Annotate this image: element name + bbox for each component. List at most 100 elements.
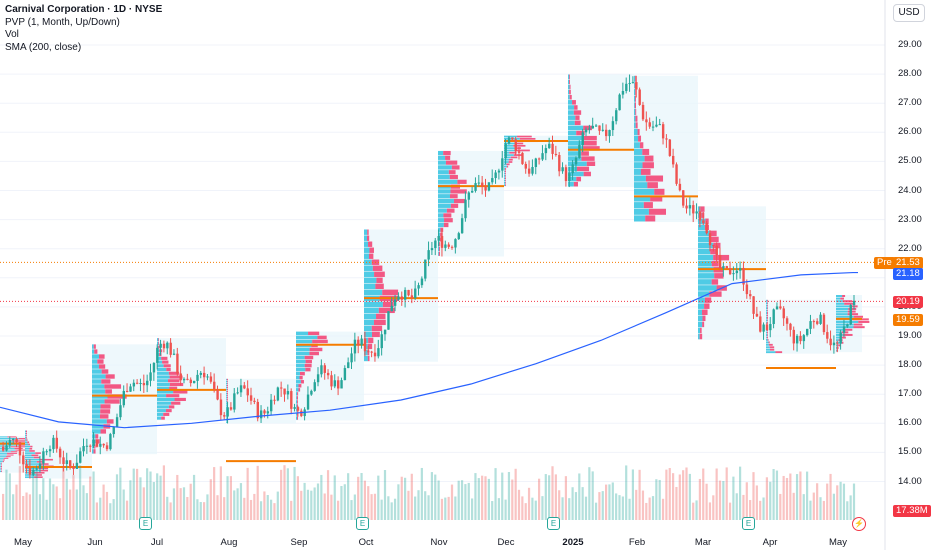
profile-bar-down bbox=[168, 405, 175, 409]
profile-bar-down bbox=[583, 125, 593, 131]
profile-bar-down bbox=[574, 120, 581, 126]
candle-body bbox=[206, 376, 209, 378]
profile-bar-down bbox=[450, 203, 459, 208]
profile-bar-up bbox=[438, 222, 444, 228]
profile-bar-down bbox=[453, 198, 466, 204]
volume-bar bbox=[293, 466, 296, 520]
earnings-icon[interactable]: E bbox=[139, 517, 152, 530]
volume-bar bbox=[638, 469, 641, 520]
profile-bar-up bbox=[226, 417, 227, 419]
volume-bar bbox=[176, 474, 179, 520]
profile-bar-down bbox=[569, 79, 570, 85]
volume-bar bbox=[333, 475, 336, 520]
candle-body bbox=[440, 236, 444, 248]
volume-bar bbox=[370, 494, 373, 520]
candle-body bbox=[122, 390, 125, 406]
price-tick-label: 27.00 bbox=[898, 97, 922, 109]
volume-bar bbox=[42, 478, 45, 520]
volume-bar bbox=[471, 498, 474, 520]
volume-bar bbox=[645, 502, 648, 520]
candle-body bbox=[725, 266, 728, 269]
candle-body bbox=[574, 157, 578, 165]
candle-body bbox=[578, 144, 581, 158]
volume-bar bbox=[785, 477, 789, 520]
profile-bar-down bbox=[448, 170, 456, 175]
symbol-title[interactable]: Carnival Corporation · 1D · NYSE bbox=[5, 4, 163, 15]
volume-bar bbox=[548, 475, 551, 520]
volume-value-tag: 17.38M bbox=[893, 505, 931, 517]
lightning-icon[interactable]: ⚡ bbox=[852, 517, 866, 531]
volume-bar bbox=[125, 500, 129, 520]
volume-bar bbox=[759, 500, 762, 520]
profile-bar-up bbox=[226, 384, 227, 387]
volume-bar bbox=[541, 496, 544, 520]
candle-body bbox=[668, 139, 672, 156]
candle-body bbox=[226, 407, 229, 417]
volume-bar bbox=[752, 472, 755, 520]
profile-bar-down bbox=[509, 151, 517, 154]
candle-body bbox=[95, 439, 99, 447]
volume-bar bbox=[464, 484, 467, 520]
profile-bar-down bbox=[373, 319, 386, 326]
profile-bar-up bbox=[364, 289, 383, 296]
volume-bar bbox=[792, 492, 795, 520]
profile-bar-up bbox=[438, 208, 447, 213]
profile-bar-up bbox=[634, 95, 636, 102]
candle-body bbox=[822, 314, 826, 333]
profile-bar-up bbox=[438, 198, 454, 204]
profile-bar-up bbox=[766, 343, 769, 346]
profile-bar-down bbox=[101, 369, 109, 374]
candle-body bbox=[353, 339, 357, 354]
indicator-sma-label[interactable]: SMA (200, close) bbox=[5, 41, 82, 53]
candle-body bbox=[306, 394, 310, 410]
profile-bar-up bbox=[92, 344, 94, 349]
candle-body bbox=[119, 405, 122, 418]
profile-bar-up bbox=[296, 339, 313, 344]
profile-bar-up bbox=[766, 341, 769, 344]
profile-bar-up bbox=[25, 463, 40, 465]
earnings-icon[interactable]: E bbox=[742, 517, 755, 530]
indicator-vol-label[interactable]: Vol bbox=[5, 29, 19, 40]
candle-body bbox=[631, 82, 635, 84]
profile-bar-down bbox=[29, 450, 35, 452]
earnings-icon[interactable]: E bbox=[547, 517, 560, 530]
profile-bar-up bbox=[25, 456, 34, 459]
candle-body bbox=[682, 190, 685, 206]
profile-bar-down bbox=[768, 343, 773, 346]
profile-bar-down bbox=[299, 375, 303, 380]
candle-body bbox=[283, 388, 286, 395]
volume-bar bbox=[718, 480, 722, 520]
volume-bar bbox=[625, 465, 628, 520]
profile-bar-down bbox=[369, 247, 374, 253]
candle-body bbox=[370, 351, 373, 353]
candle-body bbox=[273, 399, 276, 401]
candle-body bbox=[182, 378, 186, 381]
candle-body bbox=[256, 401, 259, 419]
profile-bar-up bbox=[226, 390, 227, 393]
profile-bar-down bbox=[376, 313, 386, 320]
profile-bar-down bbox=[166, 367, 171, 372]
profile-bar-down bbox=[769, 346, 775, 349]
volume-bar bbox=[85, 493, 88, 520]
candle-body bbox=[219, 399, 223, 416]
chart-legend: Carnival Corporation · 1D · NYSE PVP (1,… bbox=[5, 4, 162, 54]
candle-body bbox=[58, 448, 62, 458]
profile-bar-up bbox=[634, 195, 651, 202]
currency-button[interactable]: USD bbox=[893, 4, 925, 22]
earnings-icon[interactable]: E bbox=[356, 517, 369, 530]
candle-body bbox=[645, 119, 648, 123]
profile-bar-up bbox=[766, 302, 768, 305]
profile-bar-down bbox=[767, 321, 768, 324]
profile-bar-down bbox=[304, 355, 314, 360]
candle-body bbox=[387, 311, 390, 330]
candle-body bbox=[45, 451, 48, 453]
profile-bar-down bbox=[7, 454, 14, 456]
profile-bar-up bbox=[766, 319, 768, 322]
profile-bar-up bbox=[92, 399, 105, 404]
profile-bar-up bbox=[296, 335, 318, 340]
indicator-pvp-label[interactable]: PVP (1, Month, Up/Down) bbox=[5, 16, 120, 28]
profile-bar-down bbox=[1, 462, 2, 464]
profile-bar-down bbox=[635, 115, 638, 122]
profile-bar-up bbox=[157, 405, 169, 409]
